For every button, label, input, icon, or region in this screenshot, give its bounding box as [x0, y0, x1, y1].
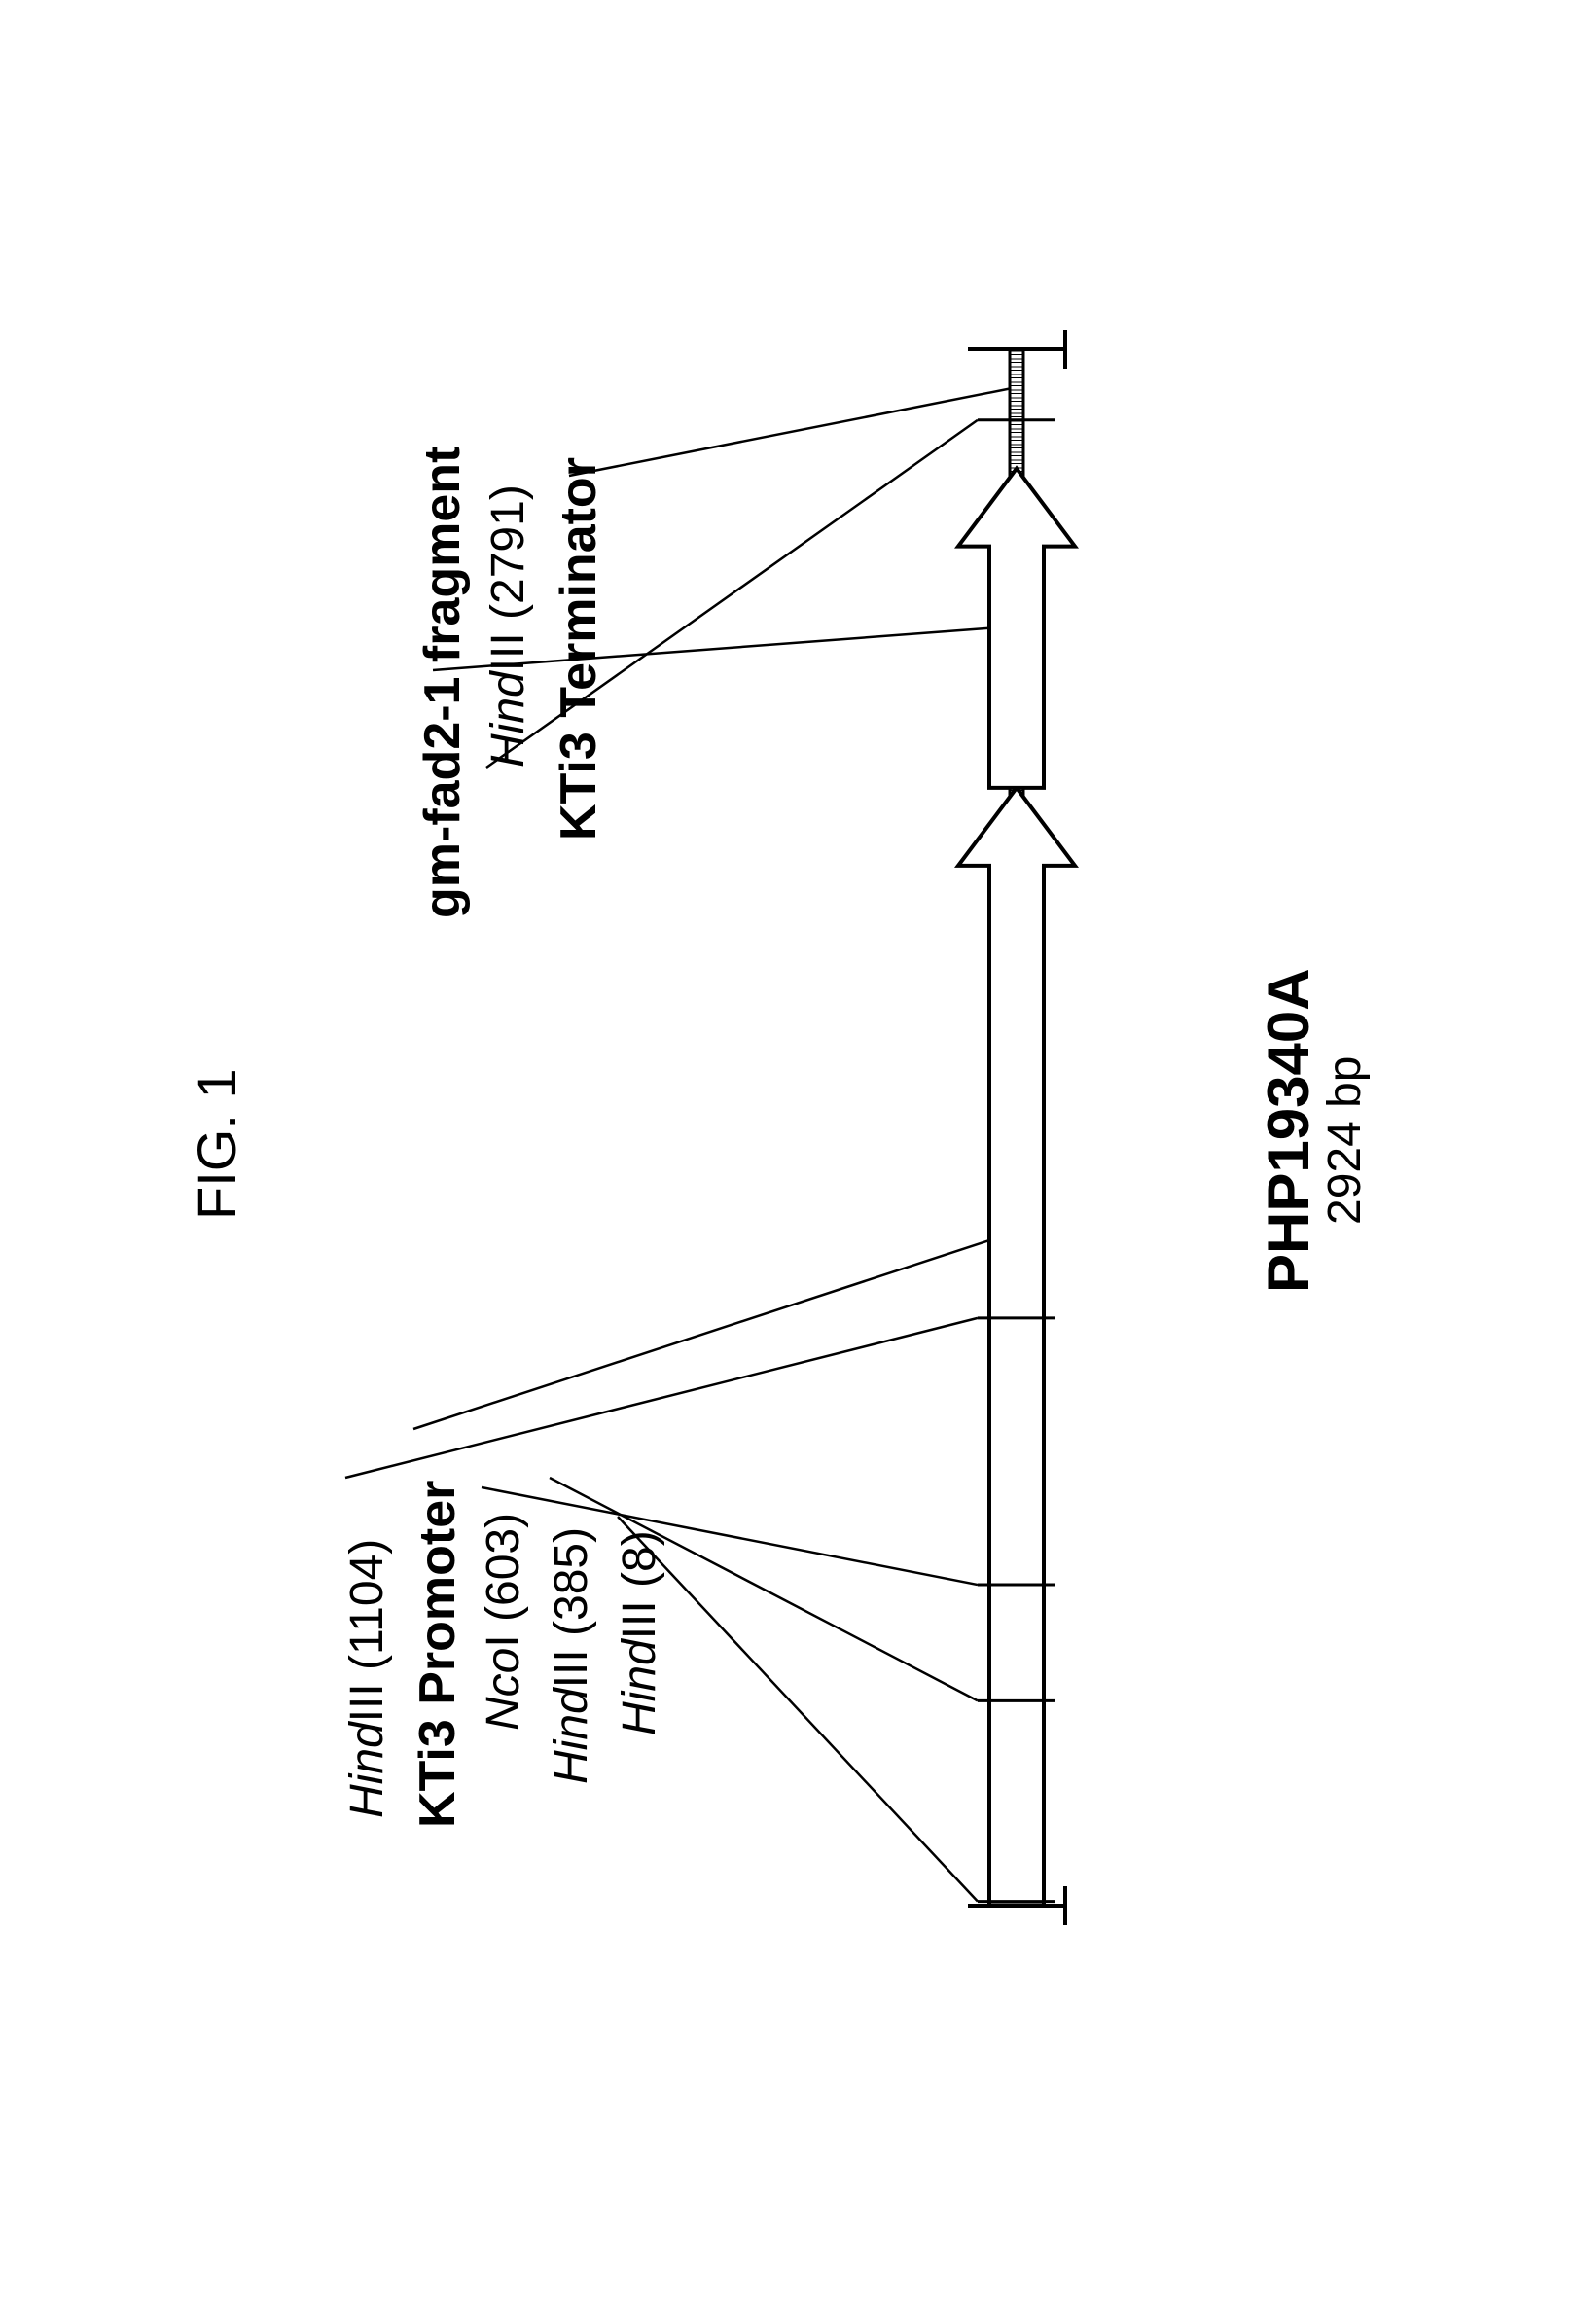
- linear-map: [0, 0, 1573, 2324]
- figure-stage: FIG. 1 KTi3 Promoter gm-fad2-1 fragment …: [0, 0, 1573, 2324]
- site-leader-0: [345, 1318, 978, 1478]
- promoter-arrow: [958, 788, 1075, 1906]
- site-leader-4: [486, 420, 978, 768]
- gene-leader: [433, 628, 989, 670]
- terminator-leader: [569, 388, 1010, 476]
- promoter-leader: [413, 1240, 989, 1429]
- site-leader-2: [550, 1478, 978, 1700]
